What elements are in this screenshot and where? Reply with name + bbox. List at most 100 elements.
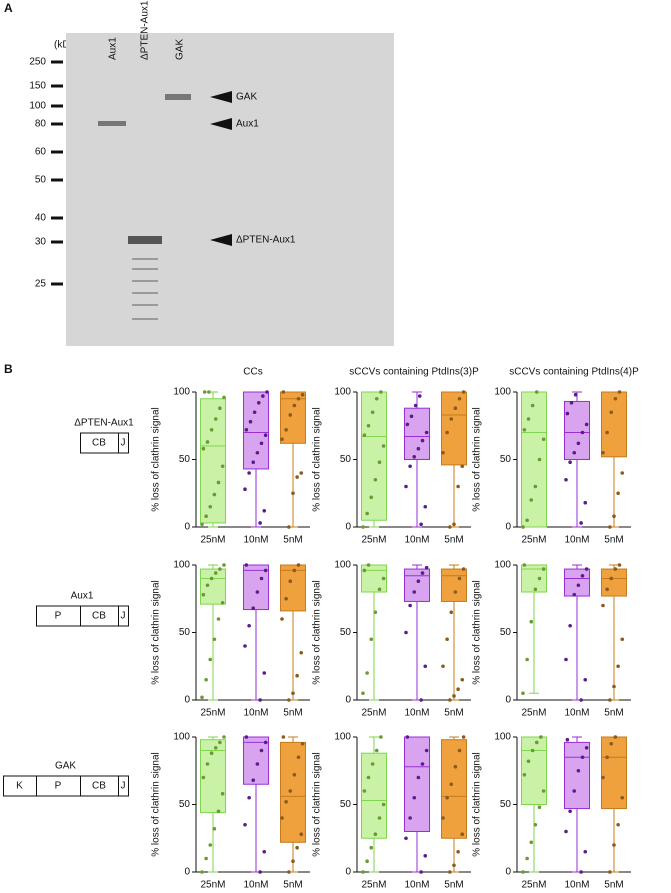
y-tick-label: 50	[340, 799, 352, 810]
panel-label: B	[4, 362, 13, 376]
data-point	[251, 606, 256, 610]
data-point	[569, 401, 574, 405]
data-point	[262, 849, 267, 854]
data-point	[409, 414, 414, 419]
data-point	[220, 601, 225, 605]
y-tick-label: 0	[184, 522, 190, 533]
data-point	[419, 698, 423, 702]
data-point	[424, 565, 429, 570]
marker-tick	[51, 178, 63, 182]
data-point	[377, 460, 382, 465]
data-point	[522, 563, 527, 567]
data-point	[369, 637, 374, 642]
data-point	[284, 428, 288, 432]
data-point	[201, 446, 206, 451]
y-axis-label: % loss of clathrin signal	[472, 580, 483, 685]
marker-tick	[51, 282, 63, 286]
data-point	[583, 500, 588, 505]
data-point	[369, 845, 374, 850]
data-point	[281, 390, 286, 394]
data-point	[608, 525, 612, 529]
y-tick-label: 0	[505, 522, 511, 533]
data-point	[530, 403, 535, 408]
column-title: sCCVs containing PtdIns(3)P	[349, 367, 479, 378]
data-point	[295, 673, 299, 678]
data-point	[216, 809, 221, 814]
data-point	[251, 460, 256, 465]
box	[521, 736, 547, 805]
data-point	[613, 396, 618, 401]
lane-label: Aux1	[108, 37, 119, 60]
marker-label: 150	[29, 81, 46, 92]
gel-band	[98, 121, 126, 126]
y-tick-label: 50	[179, 627, 191, 638]
data-point	[220, 791, 225, 796]
x-tick-label: 10nM	[564, 880, 589, 888]
data-point	[212, 827, 217, 831]
marker-tick	[51, 104, 63, 108]
gel-ladder	[132, 258, 158, 320]
data-point	[288, 413, 293, 417]
box	[280, 741, 306, 843]
y-tick-label: 100	[494, 732, 511, 743]
data-point	[381, 444, 386, 448]
box	[280, 564, 306, 612]
data-point	[609, 576, 614, 581]
data-point	[292, 568, 297, 573]
arrow-label: GAK	[236, 92, 257, 103]
data-point	[300, 392, 305, 397]
data-point	[208, 843, 213, 847]
data-point	[530, 748, 535, 753]
y-tick-label: 100	[494, 560, 511, 571]
data-point	[252, 410, 257, 415]
data-point	[209, 428, 214, 432]
data-point	[204, 514, 208, 518]
data-point	[416, 579, 421, 583]
data-point	[261, 394, 265, 398]
marker-label: 25	[35, 279, 47, 290]
data-point	[572, 789, 577, 793]
x-tick-label: 5nM	[604, 535, 623, 546]
data-point	[539, 735, 543, 739]
data-point	[373, 610, 378, 615]
data-point	[584, 422, 589, 427]
data-point	[262, 509, 267, 513]
x-tick-label: 5nM	[283, 535, 302, 546]
data-point	[280, 437, 284, 442]
data-point	[248, 419, 253, 424]
data-point	[370, 410, 375, 415]
arrow	[210, 234, 232, 246]
x-tick-label: 10nM	[564, 708, 589, 719]
data-point	[405, 735, 410, 739]
data-point	[369, 495, 374, 500]
data-point	[202, 390, 207, 394]
data-point	[417, 394, 422, 398]
data-point	[573, 392, 578, 397]
data-point	[453, 764, 458, 769]
data-point	[533, 587, 538, 592]
data-point	[220, 464, 225, 469]
y-tick-label: 50	[500, 627, 512, 638]
arrow	[210, 118, 232, 130]
data-point	[200, 870, 204, 874]
construct-name: Aux1	[71, 591, 94, 602]
data-point	[526, 759, 531, 764]
data-point	[404, 630, 408, 635]
data-point	[296, 563, 301, 567]
y-axis-label: % loss of clathrin signal	[151, 752, 162, 857]
data-point	[613, 567, 618, 571]
y-axis-label: % loss of clathrin signal	[312, 752, 323, 857]
data-point	[612, 684, 616, 689]
data-point	[612, 843, 616, 847]
data-point	[263, 568, 268, 573]
domain-label: CB	[92, 781, 106, 792]
y-tick-label: 100	[173, 560, 190, 571]
data-point	[295, 845, 299, 850]
data-point	[243, 644, 247, 648]
data-point	[244, 563, 249, 567]
data-point	[408, 603, 412, 608]
data-point	[541, 789, 546, 793]
data-point	[296, 755, 301, 760]
data-point	[362, 568, 367, 573]
data-point	[441, 450, 445, 455]
